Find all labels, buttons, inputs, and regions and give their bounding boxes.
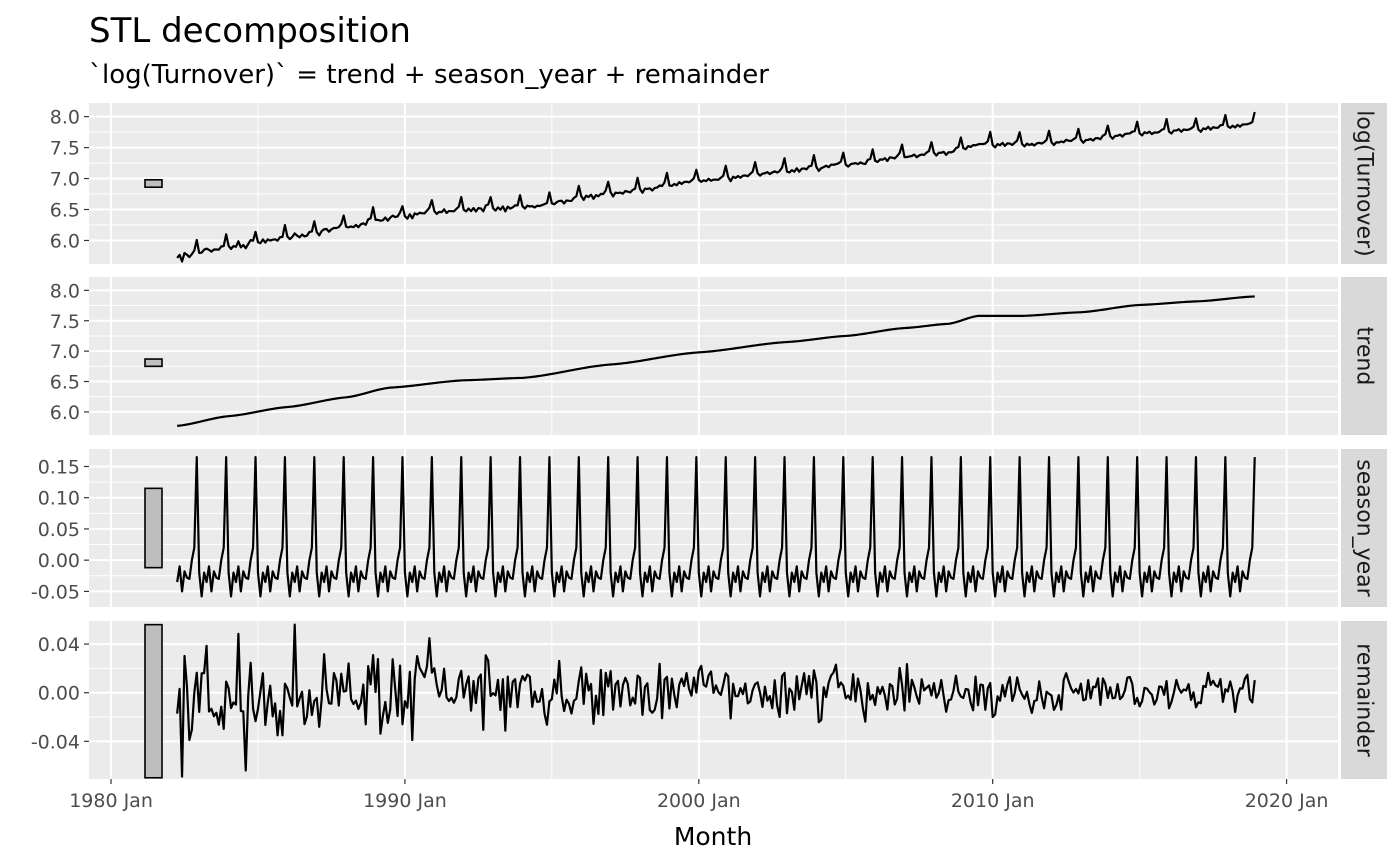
y-tick-label: 6.0 [50,230,80,252]
panel-3: -0.04 0.00 0.04 remainder [31,621,1387,779]
facet-strip-label: trend [1352,327,1377,386]
series-line-remainder [176,623,1256,778]
x-tick-label: 2020 Jan [1245,790,1329,812]
panel-1: 6.0 6.5 7.0 7.5 8.0 trend [50,277,1387,435]
y-tick-label: -0.04 [31,731,80,753]
y-tick-label: 7.0 [50,169,80,191]
y-tick-label: 0.15 [38,456,80,478]
x-tick-label: 1990 Jan [363,790,447,812]
facet-strip [1341,277,1387,435]
panel-background [89,103,1338,264]
panel-2: -0.05 0.00 0.05 0.10 0.15 season_year [31,449,1387,607]
x-axis-title: Month [674,822,752,851]
panel-0: 6.0 6.5 7.0 7.5 8.0 log(Turnover) [50,103,1387,264]
chart-title: STL decomposition [89,11,411,51]
x-tick-label: 2010 Jan [951,790,1035,812]
y-tick-label: -0.05 [31,581,80,603]
series-line-logturnover [176,111,1256,263]
chart-subtitle: `log(Turnover)` = trend + season_year + … [89,60,769,90]
facet-strip [1341,621,1387,779]
y-tick-label: 8.0 [50,107,80,129]
facet-strip-label: remainder [1352,643,1377,758]
series-line-season_year [176,456,1256,598]
scale-bar [144,178,163,189]
y-tick-label: 0.04 [38,634,80,656]
y-tick-label: 0.00 [38,683,80,705]
x-tick-label: 2000 Jan [657,790,741,812]
facet-strip [1341,449,1387,607]
y-tick-label: 0.05 [38,519,80,541]
x-axis: 1980 Jan 1990 Jan 2000 Jan 2010 Jan 2020 Jan [69,779,1328,812]
scale-bar [144,358,163,368]
x-tick-label: 1980 Jan [69,790,153,812]
facet-strip-label: log(Turnover) [1352,110,1377,256]
y-tick-label: 0.10 [38,488,80,510]
y-tick-label: 6.5 [50,372,80,394]
facet-strip-label: season_year [1352,459,1377,597]
series-line-trend [177,295,1255,427]
scale-bar [144,623,163,779]
y-tick-label: 0.00 [38,550,80,572]
panel-background [89,277,1338,435]
y-tick-label: 6.5 [50,200,80,222]
scale-bar [144,487,163,569]
facet-panels: 6.0 6.5 7.0 7.5 8.0 log(Turnover) 6.0 6.5 7.0 7.5… [31,103,1387,779]
y-tick-label: 7.5 [50,311,80,333]
y-tick-label: 7.5 [50,138,80,160]
y-tick-label: 7.0 [50,341,80,363]
y-tick-label: 8.0 [50,280,80,302]
facet-strip [1341,103,1387,264]
y-tick-label: 6.0 [50,402,80,424]
